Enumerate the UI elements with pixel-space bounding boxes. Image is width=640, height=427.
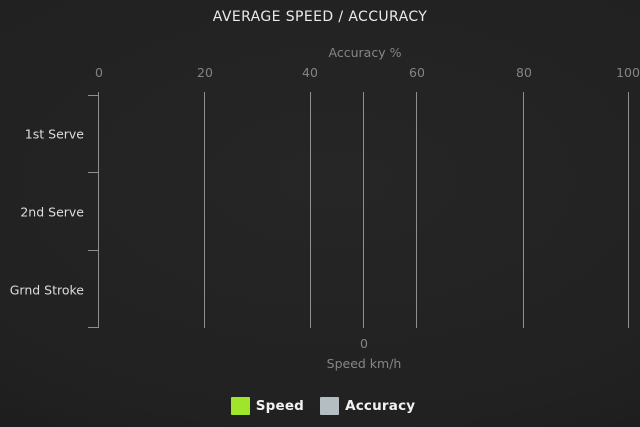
legend-item-accuracy[interactable]: Accuracy xyxy=(320,397,415,415)
accuracy-tick-label-80: 80 xyxy=(516,65,532,80)
chart-title: AVERAGE SPEED / ACCURACY xyxy=(212,9,428,25)
gridline-accuracy-60 xyxy=(416,92,417,328)
speed-axis-title: Speed km/h xyxy=(326,356,402,371)
gridline-accuracy-0-category-axis xyxy=(98,92,99,328)
gridline-accuracy-80 xyxy=(523,92,524,328)
legend-item-speed[interactable]: Speed xyxy=(230,397,305,415)
category-axis-tick xyxy=(88,327,99,328)
accuracy-swatch-icon xyxy=(320,397,340,415)
gridline-accuracy-40 xyxy=(310,92,311,328)
legend: Speed Accuracy xyxy=(3,397,640,415)
accuracy-tick-label-100: 100 xyxy=(616,65,640,80)
legend-label-accuracy: Accuracy xyxy=(345,398,416,414)
gridline-accuracy-20 xyxy=(204,92,205,328)
accuracy-tick-label-0: 0 xyxy=(95,65,103,80)
accuracy-tick-label-20: 20 xyxy=(197,65,213,80)
category-label-1st-serve: 1st Serve xyxy=(24,126,84,142)
category-axis-tick xyxy=(88,172,99,173)
accuracy-axis-title: Accuracy % xyxy=(328,45,402,60)
category-label-2nd-serve: 2nd Serve xyxy=(20,204,84,220)
legend-label-speed: Speed xyxy=(255,398,305,414)
category-label-grnd-stroke: Grnd Stroke xyxy=(9,282,84,298)
gridline-speed-zero xyxy=(363,92,364,328)
speed-tick-label-0: 0 xyxy=(360,336,368,351)
gridline-accuracy-100 xyxy=(628,92,629,328)
accuracy-tick-label-40: 40 xyxy=(302,65,318,80)
accuracy-tick-label-60: 60 xyxy=(409,65,425,80)
speed-swatch-icon xyxy=(230,397,250,415)
category-axis-tick xyxy=(88,250,99,251)
category-axis-tick xyxy=(88,95,99,96)
